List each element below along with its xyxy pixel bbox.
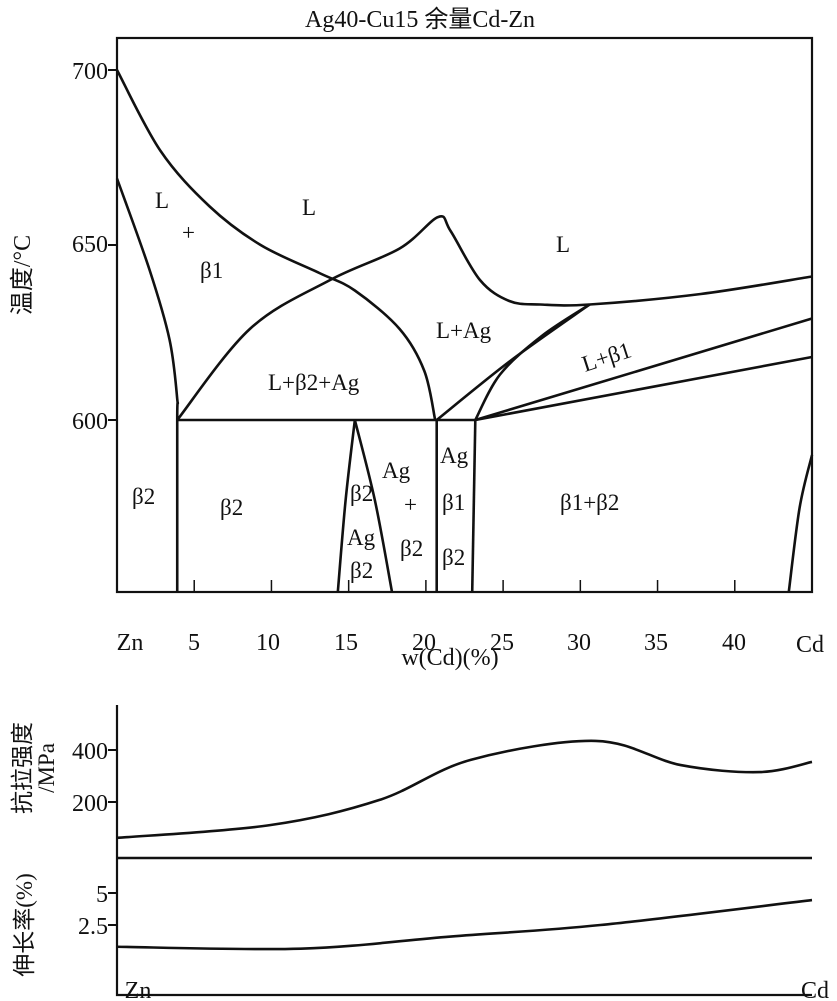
- y-axis-label: 伸长率(%): [12, 873, 37, 976]
- x-tick-label: 35: [644, 630, 668, 656]
- phase-y-ticks: [108, 69, 117, 421]
- x-tick-label: 5: [188, 630, 200, 656]
- x-tick-label: Zn: [117, 630, 144, 656]
- y-axis-label: 抗拉强度: [10, 722, 35, 814]
- x-tick-label: Cd: [801, 978, 829, 1001]
- region-label: Ag: [347, 525, 376, 550]
- property-plot-axes: [115, 705, 812, 997]
- phase-boundary-vertical-23: [470, 419, 477, 592]
- region-label: β2: [132, 484, 155, 509]
- region-label: β2: [350, 481, 373, 506]
- region-label: β1+β2: [560, 490, 619, 515]
- phase-boundary-lens-left: [336, 419, 357, 592]
- phase-x-ticks: [193, 580, 736, 592]
- region-label: L: [302, 195, 316, 220]
- phase-boundary-solidus-beta1: [115, 178, 180, 592]
- phase-curves: [115, 69, 814, 592]
- region-label: Ag: [440, 443, 469, 468]
- y-tick-label: 2.5: [78, 914, 108, 940]
- x-tick-label: 30: [567, 630, 591, 656]
- y-tick-label: 700: [72, 59, 108, 85]
- region-label: β2: [442, 545, 465, 570]
- x-tick-label: 15: [334, 630, 358, 656]
- region-label: L: [556, 232, 570, 257]
- y-tick-label: 400: [72, 739, 108, 765]
- x-axis-label: w(Cd)(%): [401, 645, 498, 671]
- elongation-curve: [116, 898, 813, 951]
- y-tick-label: 600: [72, 409, 108, 435]
- region-label: Ag: [382, 458, 411, 483]
- phase-boundary-beta1-boundary-upper: [474, 317, 813, 422]
- x-tick-label: 10: [256, 630, 280, 656]
- y-tick-label: 650: [72, 232, 108, 258]
- region-label: +: [182, 220, 195, 245]
- region-label: β2: [400, 536, 423, 561]
- y-tick-label: 200: [72, 791, 108, 817]
- region-label: L+β1: [579, 337, 635, 376]
- y-tick-label: 5: [96, 882, 108, 908]
- property-curves: [116, 739, 813, 951]
- phase-boundary-right-solvus: [787, 454, 814, 592]
- x-tick-label: 25: [490, 630, 514, 656]
- phase-boundary-liquidus-right: [176, 215, 813, 421]
- phase-boundary-ag-boundary-2: [474, 303, 591, 421]
- x-tick-label: Zn: [125, 978, 152, 1001]
- region-label: +: [404, 492, 417, 517]
- x-tick-label: Cd: [796, 632, 824, 658]
- y-axis-label-unit: /MPa: [34, 743, 59, 793]
- region-label: β1: [442, 490, 465, 515]
- phase-boundary-liquidus-left: [115, 69, 437, 421]
- property-y-ticks: [108, 749, 117, 926]
- phase-plot-frame: [115, 36, 814, 594]
- region-label: β2: [350, 558, 373, 583]
- tensile-strength-curve: [116, 739, 813, 840]
- figure-title: Ag40-Cu15 余量Cd-Zn: [305, 6, 535, 33]
- region-label: L+β2+Ag: [268, 370, 360, 395]
- x-tick-label: 40: [722, 630, 746, 656]
- y-axis-label: 温度/°C: [9, 235, 36, 315]
- phase-boundary-lens-right: [353, 419, 394, 592]
- phase-boundary-beta1-boundary-lower: [475, 355, 813, 422]
- region-label: β1: [200, 258, 223, 283]
- region-label: β2: [220, 495, 243, 520]
- x-tick-label: 20: [412, 630, 436, 656]
- region-label: L+Ag: [436, 318, 492, 343]
- region-label: L: [155, 188, 169, 213]
